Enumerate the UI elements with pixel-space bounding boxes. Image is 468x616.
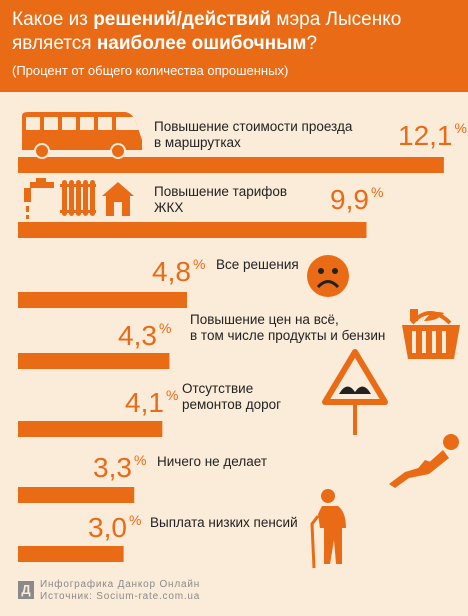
road-sign-icon — [322, 349, 388, 435]
grocery-basket-icon — [402, 309, 460, 359]
category-label: Повышение цен на всё, в том числе продукт… — [190, 312, 385, 343]
value-label: 3,3 — [93, 452, 132, 483]
bar — [18, 157, 444, 173]
title-emphasis: решений/действий — [93, 9, 272, 30]
title-text: мэра Лысенко — [271, 9, 402, 30]
bar — [18, 421, 163, 437]
title-text: является — [12, 33, 97, 54]
utilities-icon — [24, 178, 134, 219]
bar — [18, 353, 170, 369]
title-line-1: Какое из решений/действий мэра Лысенко — [12, 9, 401, 31]
sad-face-icon — [307, 255, 349, 297]
value-label: 9,9 — [330, 184, 369, 215]
value-label: 4,8 — [152, 256, 191, 287]
percent-sign: % — [134, 452, 146, 468]
title-text: Какое из — [12, 9, 94, 30]
footer-source: Источник: Socium-rate.com.ua — [40, 591, 201, 602]
bar — [18, 546, 124, 562]
brand-logo-icon: Д — [18, 581, 34, 599]
category-label: Повышение стоимости проезда в маршрутках — [154, 119, 353, 150]
percent-sign: % — [159, 320, 171, 336]
elderly-man-icon — [310, 489, 346, 569]
percent-sign: % — [371, 184, 383, 200]
category-label: Повышение тарифов ЖКХ — [154, 184, 287, 215]
percent-sign: % — [166, 387, 178, 403]
value-label: 4,3 — [118, 320, 157, 351]
lying-man-icon — [389, 434, 459, 488]
minibus-icon — [22, 112, 142, 159]
bar — [18, 222, 367, 238]
title-text: ? — [306, 33, 318, 54]
percent-sign: % — [455, 120, 467, 136]
title-emphasis: наиболее ошибочным — [96, 33, 307, 54]
value-label: 4,1 — [125, 387, 164, 418]
category-label: Ничего не делает — [157, 454, 267, 469]
percent-sign: % — [129, 512, 141, 528]
category-label: Отсутствие ремонтов дорог — [182, 381, 281, 412]
value-label: 12,1 — [398, 120, 453, 151]
bar — [18, 292, 187, 308]
header-banner: Какое из решений/действий мэра Лысенко я… — [0, 0, 468, 92]
category-label: Все решения — [216, 257, 299, 272]
percent-sign: % — [193, 256, 205, 272]
bar — [18, 487, 135, 503]
footer-credit: Инфографика Данкор Онлайн — [40, 579, 201, 590]
category-label: Выплата низких пенсий — [150, 515, 298, 530]
subtitle: (Процент от общего количества опрошенных… — [12, 63, 289, 78]
value-label: 3,0 — [88, 512, 127, 543]
title-line-2: является наиболее ошибочным? — [12, 33, 317, 55]
